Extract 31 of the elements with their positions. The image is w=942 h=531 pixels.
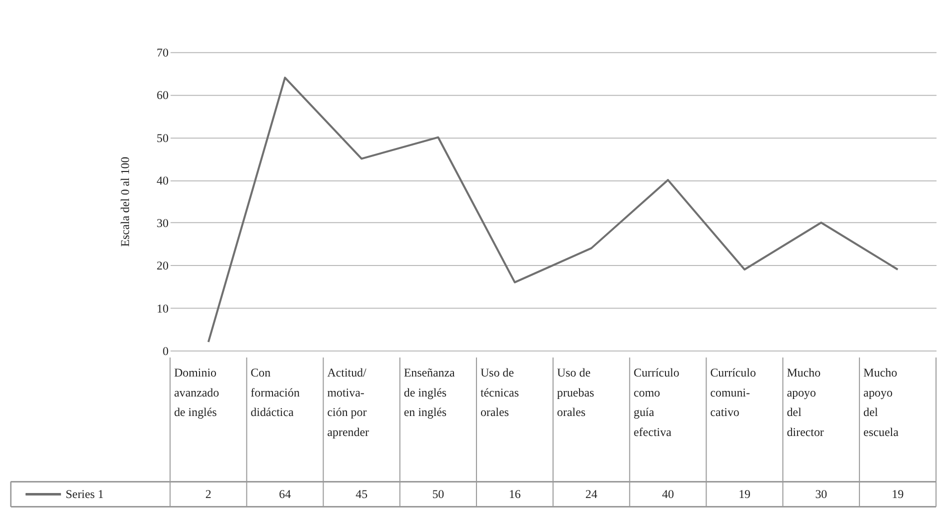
x-tick-label: Mucho apoyo del director	[786, 365, 824, 440]
x-tick-label: Con formación didáctica	[250, 365, 300, 420]
data-label: 2	[205, 487, 212, 502]
x-tick-label: Uso de técnicas orales	[480, 365, 520, 420]
data-label: 45	[356, 487, 368, 502]
y-tick-label: 70	[156, 46, 169, 60]
y-axis-title: Escala del 0 al 100	[118, 156, 132, 247]
x-tick-label: Enseñanza de inglés en inglés	[404, 365, 456, 420]
x-tick-label: Mucho apoyo del escuela	[863, 365, 900, 440]
data-label: 50	[432, 487, 444, 502]
y-tick-label: 60	[156, 88, 169, 102]
data-label: 64	[279, 487, 291, 502]
data-label: 19	[738, 487, 751, 502]
data-label: 30	[815, 487, 828, 502]
legend-label: Series 1	[66, 487, 104, 502]
y-tick-label: 10	[156, 301, 169, 316]
x-tick-label: Currículo como guía efectiva	[634, 365, 680, 440]
x-tick-label: Currículo comuni- cativo	[710, 365, 756, 420]
data-label: 16	[508, 487, 521, 502]
x-tick-label: Actitud/ motiva- ción por aprender	[327, 365, 369, 440]
data-label: 24	[585, 487, 598, 502]
y-tick-label: 20	[156, 258, 169, 273]
x-tick-label: Dominio avanzado de inglés	[174, 365, 220, 420]
y-tick-label: 30	[156, 216, 169, 230]
line-series	[207, 76, 899, 343]
y-tick-label: 40	[156, 173, 169, 188]
y-tick-label: 0	[162, 344, 169, 358]
x-tick-label: Uso de pruebas orales	[557, 365, 594, 420]
data-label: 19	[892, 487, 904, 502]
y-tick-label: 50	[156, 130, 169, 145]
data-label: 40	[662, 487, 674, 502]
